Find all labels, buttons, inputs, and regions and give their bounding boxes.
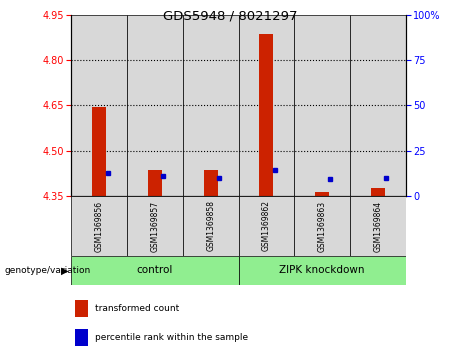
Text: GSM1369863: GSM1369863: [318, 200, 327, 252]
Text: control: control: [137, 265, 173, 276]
Text: GDS5948 / 8021297: GDS5948 / 8021297: [163, 9, 298, 22]
Text: genotype/variation: genotype/variation: [5, 266, 91, 275]
Bar: [350, 196, 406, 256]
Bar: [238, 196, 294, 256]
Bar: [183, 15, 238, 196]
Bar: [238, 15, 294, 196]
Bar: [148, 170, 162, 196]
Text: percentile rank within the sample: percentile rank within the sample: [95, 333, 248, 342]
Bar: [238, 256, 406, 285]
Text: GSM1369857: GSM1369857: [150, 200, 160, 252]
Text: transformed count: transformed count: [95, 304, 179, 313]
Bar: [183, 196, 238, 256]
Bar: [127, 15, 183, 196]
Bar: [71, 15, 127, 196]
Bar: [127, 196, 183, 256]
Text: GSM1369862: GSM1369862: [262, 200, 271, 252]
Text: ▶: ▶: [61, 265, 68, 276]
Bar: [71, 256, 239, 285]
Bar: [371, 188, 385, 196]
Text: GSM1369858: GSM1369858: [206, 200, 215, 252]
Bar: [92, 107, 106, 196]
Bar: [75, 300, 88, 317]
Bar: [260, 34, 273, 196]
Bar: [204, 170, 218, 196]
Bar: [75, 329, 88, 346]
Bar: [294, 196, 350, 256]
Text: ZIPK knockdown: ZIPK knockdown: [279, 265, 365, 276]
Text: GSM1369864: GSM1369864: [373, 200, 382, 252]
Bar: [315, 192, 329, 196]
Bar: [71, 196, 127, 256]
Text: GSM1369856: GSM1369856: [95, 200, 104, 252]
Bar: [350, 15, 406, 196]
Bar: [294, 15, 350, 196]
